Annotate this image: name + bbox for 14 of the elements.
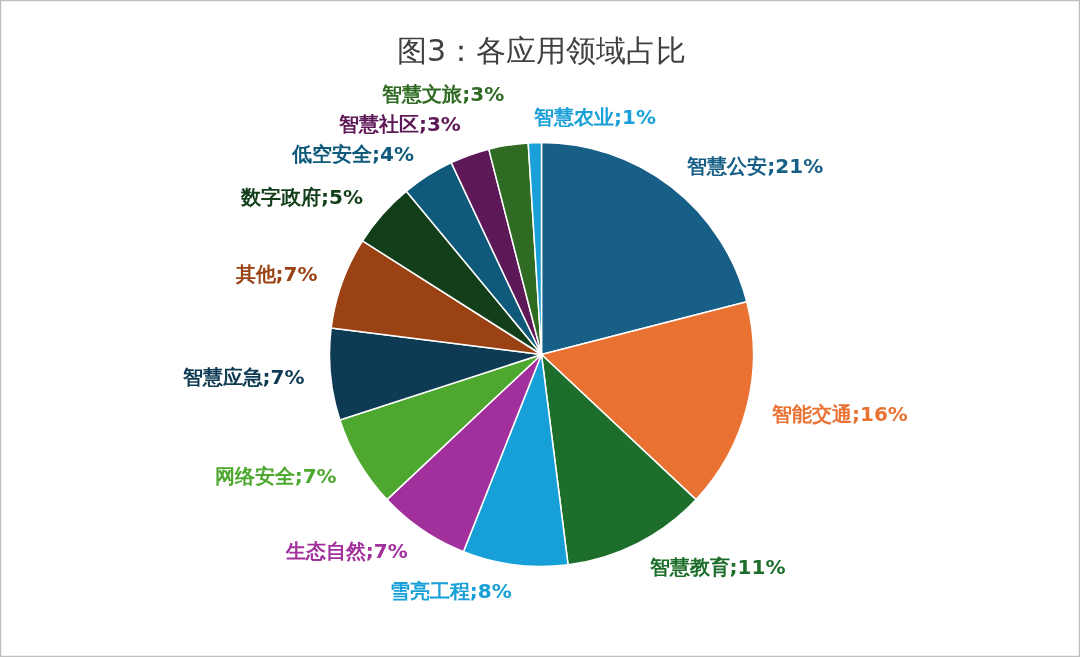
slice-label: 雪亮工程;8%: [389, 578, 512, 603]
slice-label: 其他;7%: [234, 261, 318, 286]
chart-title: 图3：各应用领域占比: [396, 33, 687, 68]
slice-label: 智慧文旅;3%: [381, 81, 505, 106]
slice-label: 智慧应急;7%: [181, 364, 305, 389]
slice-label: 智慧社区;3%: [337, 111, 461, 136]
slice-label: 数字政府;5%: [240, 185, 363, 210]
slice-label: 智慧教育;11%: [648, 554, 786, 579]
slice-label: 智慧公安;21%: [686, 154, 824, 179]
slice-label: 智慧农业;1%: [533, 104, 656, 129]
slice-label: 低空安全;4%: [291, 141, 414, 166]
slice-label: 智能交通;16%: [771, 401, 908, 426]
slice-label: 生态自然;7%: [284, 539, 408, 564]
slice-label: 网络安全;7%: [214, 463, 337, 488]
